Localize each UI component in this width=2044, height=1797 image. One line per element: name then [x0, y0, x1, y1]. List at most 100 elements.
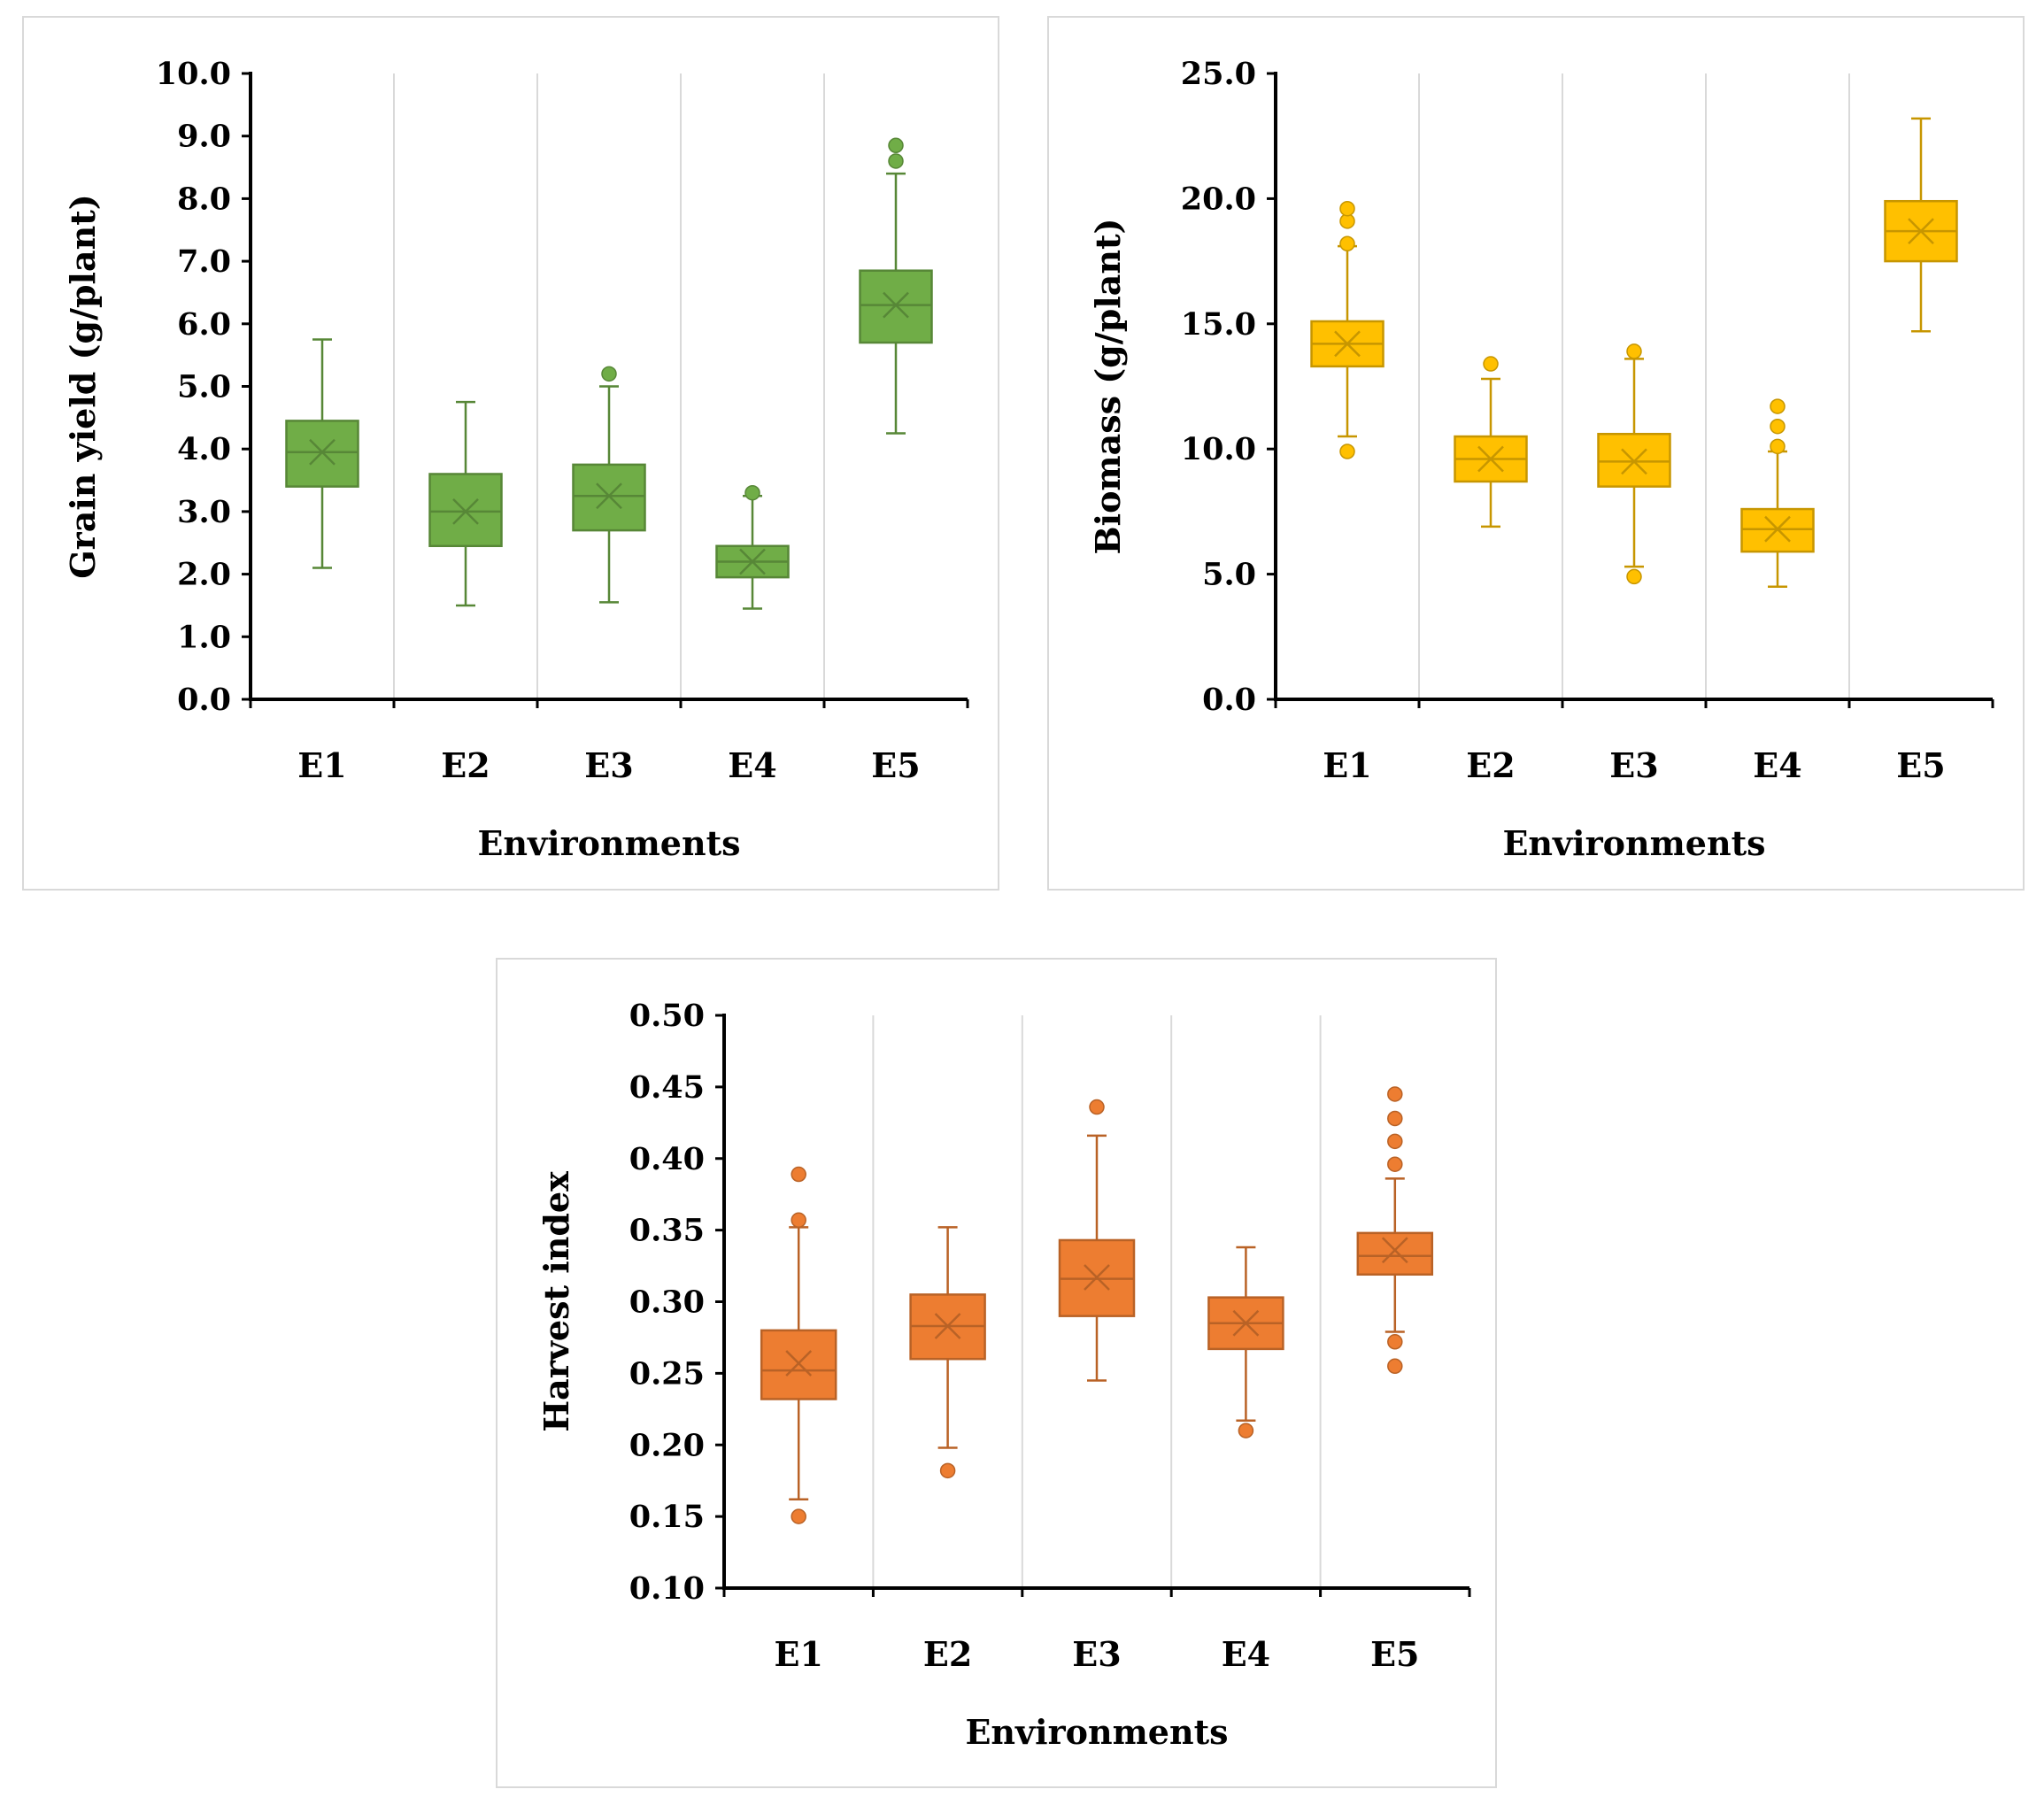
- harvest-index-chart-panel: 0.10 0.15 0.20 0.25 0.30 0.35 0.40 0.45 0.50 E1 E2…: [496, 958, 1497, 1788]
- category-label: E4: [1753, 745, 1801, 785]
- y-tick-label: 0.40: [629, 1141, 705, 1177]
- y-tick-label: 5.0: [1202, 557, 1256, 593]
- box-E2: [909, 1226, 986, 1479]
- mean-marker: [1232, 1309, 1260, 1337]
- outlier-point: [744, 484, 760, 501]
- outlier-point: [601, 366, 617, 382]
- category-label: E3: [1072, 1634, 1121, 1674]
- outlier-point: [791, 1508, 806, 1524]
- x-axis-title: Environments: [1502, 823, 1765, 863]
- grain-yield-chart-panel: 0.0 1.0 2.0 3.0 4.0 5.0 6.0 7.0 8.0 9.0 10.0 E1 E2 E3…: [22, 16, 999, 891]
- box-E4: [1207, 1246, 1284, 1438]
- mean-marker: [1621, 448, 1647, 475]
- y-tick-label: 0.20: [629, 1427, 705, 1463]
- mean-marker: [785, 1350, 813, 1377]
- box-E3: [572, 366, 646, 604]
- mean-marker: [452, 498, 479, 525]
- y-tick-label: 10.0: [1181, 431, 1256, 467]
- outlier-point: [1387, 1086, 1403, 1102]
- y-tick-label: 15.0: [1181, 306, 1256, 343]
- x-axis-title: Environments: [965, 1712, 1228, 1752]
- y-tick-label: 8.0: [177, 181, 231, 217]
- y-tick-label: 7.0: [177, 243, 231, 280]
- y-tick-label: 0.50: [629, 998, 705, 1034]
- outlier-point: [1339, 235, 1355, 252]
- mean-marker: [1764, 515, 1791, 543]
- outlier-point: [1483, 356, 1499, 372]
- biomass-chart: 0.0 5.0 10.0 15.0 20.0 25.0 E1 E2 E3 E4 E5 Environm…: [1088, 56, 1994, 863]
- box-E5: [859, 137, 933, 435]
- mean-marker: [934, 1313, 961, 1339]
- y-tick-label: 0.15: [629, 1499, 705, 1535]
- category-label: E4: [728, 745, 776, 785]
- y-tick-label: 25.0: [1181, 56, 1256, 92]
- outlier-point: [1387, 1133, 1403, 1150]
- outlier-point: [1387, 1334, 1403, 1350]
- category-label: E2: [923, 1634, 972, 1674]
- y-tick-label: 0.10: [629, 1570, 705, 1607]
- mean-marker: [1334, 330, 1361, 358]
- box-E4: [1740, 398, 1815, 588]
- iqr-box: [1597, 432, 1671, 488]
- iqr-box: [1356, 1231, 1434, 1276]
- category-label: E4: [1222, 1634, 1270, 1674]
- y-tick-label: 4.0: [177, 431, 231, 467]
- category-label: E2: [441, 745, 490, 785]
- box-E1: [285, 338, 359, 569]
- outlier-point: [1770, 398, 1786, 414]
- outlier-point: [1770, 438, 1786, 455]
- outlier-point: [1626, 568, 1642, 585]
- outlier-point: [791, 1212, 806, 1229]
- y-tick-label: 0.0: [1202, 682, 1256, 718]
- mean-marker: [1908, 218, 1934, 245]
- y-axis-title: Grain yield (g/plant): [63, 194, 103, 579]
- y-tick-label: 2.0: [177, 557, 231, 593]
- outlier-point: [791, 1166, 806, 1183]
- y-tick-label: 0.0: [177, 682, 231, 718]
- category-label: E1: [774, 1634, 822, 1674]
- y-tick-label: 10.0: [156, 56, 231, 92]
- category-label: E3: [584, 745, 633, 785]
- outlier-point: [1626, 343, 1642, 359]
- y-tick-label: 0.30: [629, 1284, 705, 1321]
- outlier-point: [1770, 418, 1786, 435]
- mean-marker: [309, 438, 336, 466]
- category-label: E5: [1896, 745, 1945, 785]
- outlier-point: [1238, 1423, 1254, 1438]
- category-label: E5: [871, 745, 920, 785]
- y-tick-label: 1.0: [177, 619, 231, 655]
- y-tick-label: 0.25: [629, 1355, 705, 1392]
- mean-marker: [739, 548, 766, 575]
- category-label: E2: [1466, 745, 1515, 785]
- outlier-point: [939, 1462, 956, 1479]
- y-tick-label: 9.0: [177, 119, 231, 155]
- y-tick-label: 20.0: [1181, 181, 1256, 217]
- outlier-point: [888, 153, 904, 169]
- mean-marker: [883, 291, 909, 319]
- mean-marker: [596, 482, 622, 510]
- y-tick-label: 6.0: [177, 306, 231, 343]
- mean-marker: [1084, 1264, 1110, 1291]
- box-E2: [428, 400, 503, 607]
- box-E5: [1356, 1086, 1434, 1375]
- category-label: E5: [1370, 1634, 1419, 1674]
- box-E5: [1884, 117, 1958, 333]
- outlier-point: [1089, 1099, 1105, 1115]
- y-axis-title: Biomass (g/plant): [1088, 219, 1128, 555]
- harvest-index-chart: 0.10 0.15 0.20 0.25 0.30 0.35 0.40 0.45 0.50 E1 E2…: [536, 998, 1471, 1752]
- outlier-point: [1339, 443, 1355, 459]
- grain-yield-chart: 0.0 1.0 2.0 3.0 4.0 5.0 6.0 7.0 8.0 9.0 10.0 E1 E2 E3…: [63, 56, 969, 863]
- box-E1: [760, 1166, 837, 1524]
- category-label: E1: [1323, 745, 1371, 785]
- mean-marker: [1477, 445, 1504, 473]
- outlier-point: [1387, 1110, 1403, 1127]
- biomass-chart-panel: 0.0 5.0 10.0 15.0 20.0 25.0 E1 E2 E3 E4 E5 Environm…: [1047, 16, 2025, 891]
- y-axis-title: Harvest index: [536, 1171, 576, 1432]
- box-E2: [1454, 356, 1528, 528]
- box-E1: [1310, 200, 1385, 459]
- outlier-point: [1339, 200, 1355, 217]
- box-E4: [715, 484, 790, 610]
- outlier-point: [1387, 1358, 1403, 1375]
- outlier-point: [888, 137, 904, 154]
- category-label: E1: [297, 745, 346, 785]
